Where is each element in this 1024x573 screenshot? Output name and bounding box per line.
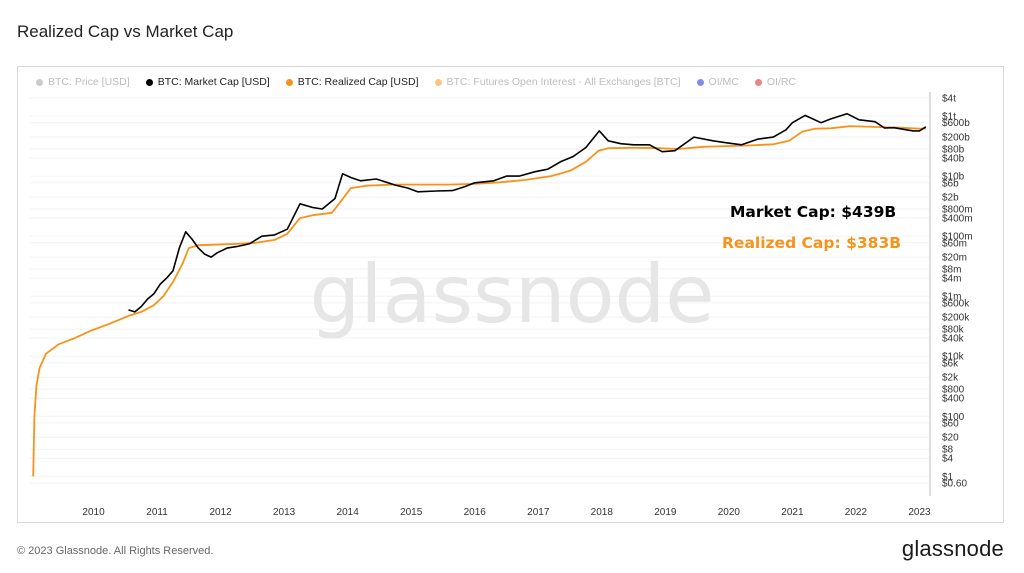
x-tick-label: 2021 bbox=[781, 507, 804, 518]
y-tick-label: $40k bbox=[942, 334, 965, 345]
x-tick-label: 2011 bbox=[146, 507, 168, 518]
y-tick-label: $60m bbox=[942, 238, 967, 249]
y-tick-label: $8 bbox=[942, 445, 954, 456]
y-tick-label: $60 bbox=[942, 418, 959, 429]
y-tick-label: $1t bbox=[942, 112, 956, 123]
legend-dot-icon bbox=[36, 78, 43, 86]
legend-label: BTC: Market Cap [USD] bbox=[157, 76, 270, 88]
y-tick-label: $200k bbox=[942, 313, 970, 324]
x-tick-label: 2023 bbox=[908, 507, 931, 518]
legend-item[interactable]: BTC: Price [USD] bbox=[36, 76, 130, 88]
legend-dot-icon bbox=[434, 78, 442, 86]
page-title: Realized Cap vs Market Cap bbox=[17, 22, 234, 41]
y-tick-label: $80k bbox=[942, 325, 965, 336]
legend-dot-icon bbox=[285, 78, 293, 86]
x-tick-label: 2019 bbox=[654, 507, 677, 518]
y-tick-label: $4t bbox=[942, 94, 956, 105]
y-tick-label: $2k bbox=[942, 373, 959, 384]
y-tick-label: $600k bbox=[942, 298, 970, 309]
x-tick-label: 2022 bbox=[845, 507, 868, 518]
market-cap-annotation: Market Cap: $439B bbox=[730, 203, 896, 221]
y-tick-label: $8m bbox=[942, 265, 961, 276]
realized-cap-line bbox=[32, 125, 926, 477]
legend-label: BTC: Realized Cap [USD] bbox=[297, 76, 419, 88]
legend-dot-icon bbox=[145, 78, 153, 86]
y-tick-label: $100m bbox=[942, 232, 973, 243]
chart-legend: BTC: Price [USD] BTC: Market Cap [USD] BTC… bbox=[36, 76, 796, 88]
grid-layer bbox=[30, 97, 929, 484]
y-tick-label: $4 bbox=[942, 454, 954, 465]
series-layer bbox=[32, 112, 927, 477]
y-tick-label: $200b bbox=[942, 133, 970, 144]
y-tick-label: $1 bbox=[942, 472, 954, 483]
x-tick-label: 2020 bbox=[718, 507, 741, 518]
x-tick-label: 2018 bbox=[591, 507, 614, 518]
legend-dot-icon bbox=[696, 78, 704, 86]
x-tick-label: 2013 bbox=[273, 507, 296, 518]
y-tick-label: $1m bbox=[942, 292, 961, 303]
y-tick-label: $600b bbox=[942, 118, 970, 129]
legend-label: BTC: Price [USD] bbox=[48, 76, 130, 88]
y-tick-label: $10b bbox=[942, 172, 965, 183]
y-tick-label: $20m bbox=[942, 253, 967, 264]
x-tick-label: 2012 bbox=[209, 507, 232, 518]
glassnode-logo[interactable]: glassnode bbox=[901, 536, 1004, 561]
watermark: glassnode bbox=[309, 248, 714, 341]
x-tick-label: 2017 bbox=[527, 507, 550, 518]
y-tick-label: $800 bbox=[942, 385, 965, 396]
y-tick-label: $800m bbox=[942, 205, 973, 216]
y-tick-label: $400 bbox=[942, 394, 965, 405]
chart-frame bbox=[17, 66, 1004, 523]
y-tick-label: $80b bbox=[942, 145, 965, 156]
y-tick-label: $4m bbox=[942, 274, 961, 285]
x-tick-label: 2015 bbox=[400, 507, 423, 518]
y-tick-label: $6b bbox=[942, 178, 959, 189]
legend-dot-icon bbox=[754, 78, 762, 86]
legend-item[interactable]: OI/RC bbox=[754, 76, 797, 88]
legend-item[interactable]: BTC: Realized Cap [USD] bbox=[285, 76, 419, 88]
x-tick-label: 2010 bbox=[82, 507, 105, 518]
legend-item[interactable]: OI/MC bbox=[696, 76, 739, 88]
legend-item[interactable]: BTC: Market Cap [USD] bbox=[145, 76, 270, 88]
x-tick-label: 2016 bbox=[464, 507, 487, 518]
legend-label: BTC: Futures Open Interest - All Exchang… bbox=[446, 76, 681, 88]
legend-label: OI/RC bbox=[766, 76, 797, 88]
realized-cap-annotation: Realized Cap: $383B bbox=[722, 234, 901, 252]
y-tick-label: $2b bbox=[942, 193, 959, 204]
legend-label: OI/MC bbox=[708, 76, 739, 88]
y-tick-label: $40b bbox=[942, 154, 965, 165]
y-tick-label: $6k bbox=[942, 358, 959, 369]
y-tick-label: $100 bbox=[942, 412, 965, 423]
y-tick-label: $20 bbox=[942, 433, 959, 444]
copyright-text: © 2023 Glassnode. All Rights Reserved. bbox=[17, 545, 214, 557]
axis-layer: $4t$1t$600b$200b$80b$40b$10b$6b$2b$800m$… bbox=[82, 92, 973, 518]
y-tick-label: $0.60 bbox=[942, 478, 967, 489]
legend-item[interactable]: BTC: Futures Open Interest - All Exchang… bbox=[434, 76, 681, 88]
x-tick-label: 2014 bbox=[337, 507, 360, 518]
y-tick-label: $400m bbox=[942, 214, 973, 225]
y-tick-label: $10k bbox=[942, 352, 965, 363]
market-cap-line bbox=[128, 112, 927, 313]
